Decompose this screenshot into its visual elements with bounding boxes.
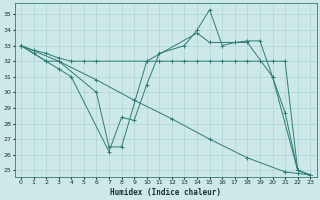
X-axis label: Humidex (Indice chaleur): Humidex (Indice chaleur) xyxy=(110,188,221,197)
